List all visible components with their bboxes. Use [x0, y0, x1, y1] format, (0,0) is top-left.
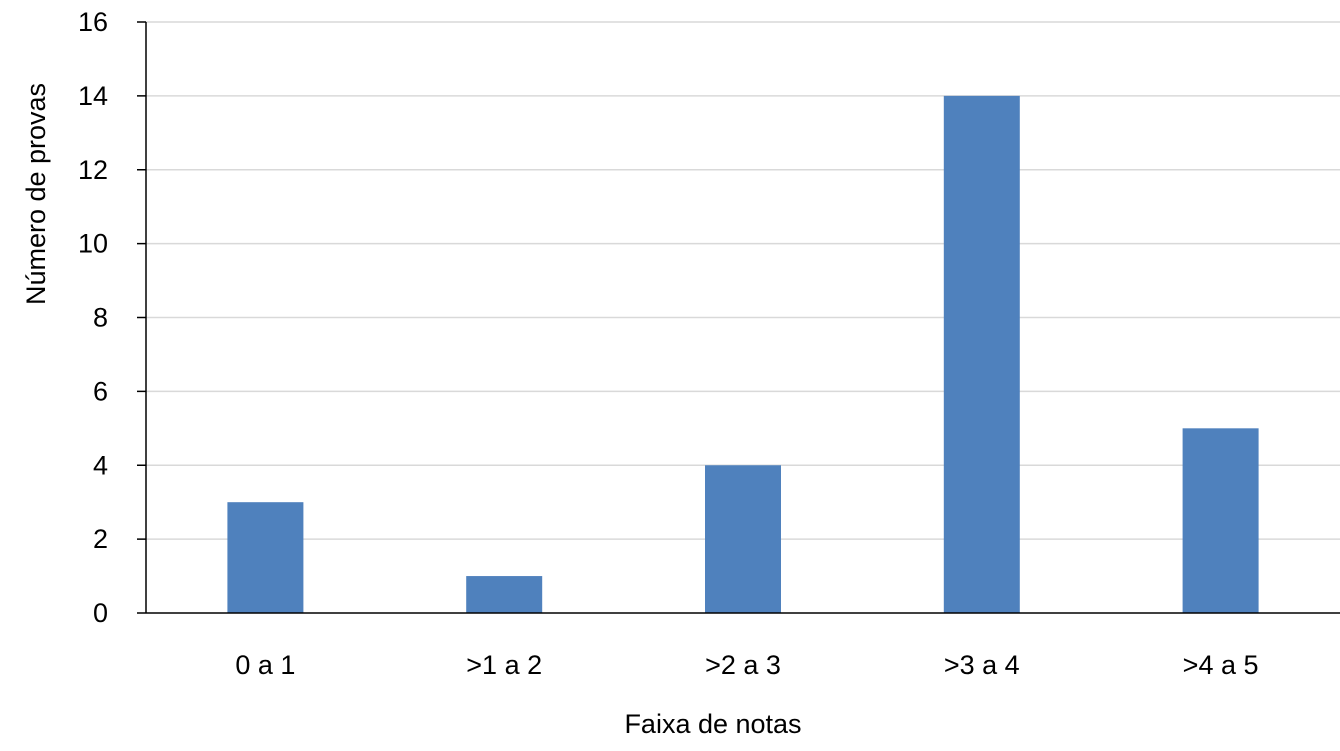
x-tick-label: 0 a 1	[235, 650, 295, 680]
y-tick-label: 8	[93, 303, 108, 333]
bar	[466, 576, 543, 613]
x-tick-label: >2 a 3	[705, 650, 781, 680]
bar	[227, 502, 304, 613]
x-tick-label: >3 a 4	[944, 650, 1020, 680]
x-tick-label: >4 a 5	[1183, 650, 1259, 680]
x-tick-label: >1 a 2	[466, 650, 542, 680]
y-tick-label: 12	[78, 155, 108, 185]
y-tick-label: 6	[93, 376, 108, 406]
y-tick-label: 2	[93, 524, 108, 554]
bar	[1182, 428, 1259, 613]
axes	[137, 21, 1340, 614]
y-tick-label: 4	[93, 450, 108, 480]
x-axis-title: Faixa de notas	[624, 709, 801, 739]
y-axis-title: Número de provas	[21, 83, 51, 305]
y-tick-label: 14	[78, 81, 108, 111]
gridlines	[146, 21, 1340, 540]
bar	[943, 95, 1020, 613]
y-tick-label: 0	[93, 598, 108, 628]
y-tick-label: 10	[78, 229, 108, 259]
y-tick-labels: 0 2 4 6 8 10 12 14 16	[78, 7, 108, 628]
bar	[705, 465, 781, 613]
y-tick-label: 16	[78, 7, 108, 37]
x-tick-labels: 0 a 1 >1 a 2 >2 a 3 >3 a 4 >4 a 5	[235, 650, 1258, 680]
bars	[227, 95, 1259, 613]
